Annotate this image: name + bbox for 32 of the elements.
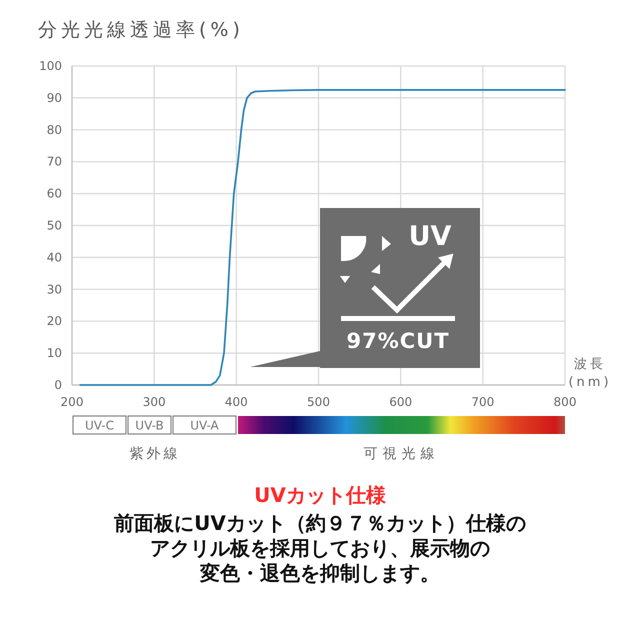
x-axis-title: 波長 (nm) <box>568 357 612 390</box>
text: UVカット仕様 <box>254 483 387 507</box>
y-tick-label: 0 <box>54 378 62 392</box>
y-tick-label: 50 <box>46 218 62 232</box>
text: UV-B <box>135 418 164 432</box>
y-tick-label: 20 <box>46 314 62 328</box>
y-tick-label: 30 <box>46 282 62 296</box>
annotation: 97%CUT <box>346 329 450 353</box>
x-tick-label: 400 <box>224 395 248 409</box>
text: 紫外線 <box>130 446 180 462</box>
text: UV-A <box>190 418 220 432</box>
y-tick-label: 90 <box>46 90 62 105</box>
x-tick-label: 800 <box>554 395 576 409</box>
text: UV-C <box>85 418 114 432</box>
x-tick-label: 700 <box>471 395 494 409</box>
text: 可視光線 <box>364 446 440 462</box>
y-tick-label: 60 <box>46 186 62 201</box>
x-tick-label: 500 <box>307 395 330 409</box>
text: 変色・退色を抑制します。 <box>199 561 440 585</box>
text: アクリル板を採用しており、展示物の <box>150 536 490 560</box>
x-tick-label: 200 <box>60 395 84 409</box>
y-tick-label: 70 <box>46 154 62 169</box>
y-tick-label: 80 <box>46 122 62 137</box>
chart-title: 分光光線透過率(%) <box>38 19 244 41</box>
x-tick-label: 600 <box>389 395 412 409</box>
y-tick-label: 40 <box>46 250 62 264</box>
annotation: UV <box>408 221 452 252</box>
line-series <box>79 89 566 386</box>
y-tick-label: 10 <box>46 346 62 360</box>
y-tick-label: 100 <box>39 59 62 73</box>
text: 前面板にUVカット（約９７％カット）仕様の <box>113 511 526 535</box>
x-tick-label: 300 <box>142 395 166 409</box>
